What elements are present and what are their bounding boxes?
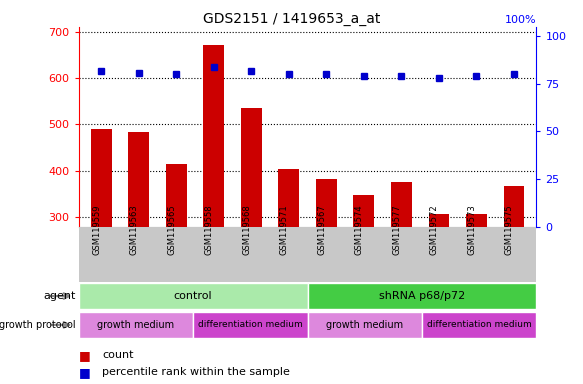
Bar [166, 164, 187, 357]
Text: GSM119565: GSM119565 [167, 204, 176, 255]
Text: count: count [102, 350, 134, 360]
Bar [316, 179, 336, 357]
Text: 100%: 100% [505, 15, 536, 25]
Text: differentiation medium: differentiation medium [427, 320, 532, 329]
Bar [279, 169, 299, 357]
Bar [91, 129, 111, 357]
Bar [466, 214, 487, 357]
Text: GSM119572: GSM119572 [430, 204, 439, 255]
Bar [79, 312, 193, 338]
Text: GSM119571: GSM119571 [280, 204, 289, 255]
Bar [422, 312, 536, 338]
Bar [128, 132, 149, 357]
Text: GSM119568: GSM119568 [243, 204, 251, 255]
Text: GSM119573: GSM119573 [468, 204, 476, 255]
Bar [504, 186, 524, 357]
Bar [429, 214, 449, 357]
Text: differentiation medium: differentiation medium [198, 320, 303, 329]
Text: ■: ■ [79, 366, 90, 379]
Bar [308, 312, 422, 338]
Text: GSM119577: GSM119577 [392, 204, 401, 255]
Text: ■: ■ [79, 349, 90, 362]
Bar [79, 283, 308, 309]
Text: GSM119575: GSM119575 [505, 204, 514, 255]
Text: GSM119567: GSM119567 [317, 204, 326, 255]
Bar [391, 182, 412, 357]
Text: GSM119574: GSM119574 [355, 204, 364, 255]
Bar [308, 283, 536, 309]
Text: agent: agent [43, 291, 76, 301]
Bar [241, 108, 262, 357]
Bar [353, 195, 374, 357]
Text: GSM119558: GSM119558 [205, 204, 214, 255]
Text: percentile rank within the sample: percentile rank within the sample [102, 367, 290, 377]
Text: GDS2151 / 1419653_a_at: GDS2151 / 1419653_a_at [203, 12, 380, 25]
Bar [203, 45, 224, 357]
Text: control: control [174, 291, 212, 301]
Text: shRNA p68/p72: shRNA p68/p72 [379, 291, 465, 301]
Text: growth protocol: growth protocol [0, 320, 76, 330]
Text: growth medium: growth medium [326, 320, 403, 330]
Text: growth medium: growth medium [97, 320, 174, 330]
Text: GSM119563: GSM119563 [130, 204, 139, 255]
Text: GSM119559: GSM119559 [92, 204, 101, 255]
Bar [193, 312, 308, 338]
